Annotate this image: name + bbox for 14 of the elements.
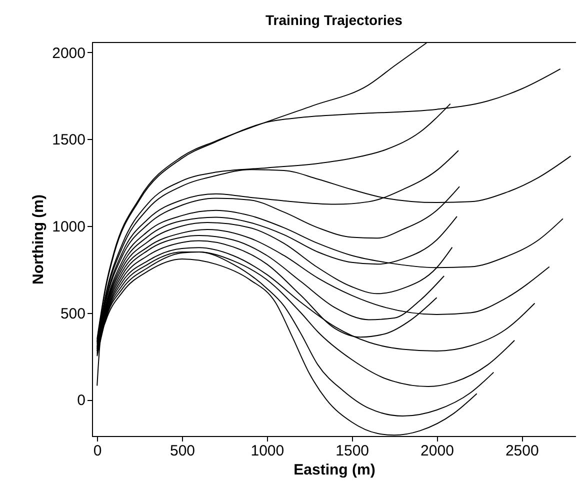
y-tick-label: 1500	[52, 132, 86, 149]
y-tick-label: 500	[60, 305, 86, 322]
chart-title: Training Trajectories	[266, 12, 403, 28]
y-tick-label: 0	[77, 392, 86, 410]
x-tick-label: 0	[93, 442, 102, 460]
x-tick-label: 1500	[336, 442, 370, 460]
x-tick-label: 500	[170, 442, 196, 460]
y-tick-label: 1000	[52, 218, 86, 236]
x-tick-label: 1000	[250, 442, 284, 460]
y-axis-title: Northing (m)	[30, 194, 48, 284]
x-axis-title: Easting (m)	[294, 462, 376, 478]
y-tick-label: 2000	[52, 44, 86, 62]
x-tick-label: 2000	[420, 442, 454, 460]
x-tick-label: 2500	[505, 442, 539, 460]
